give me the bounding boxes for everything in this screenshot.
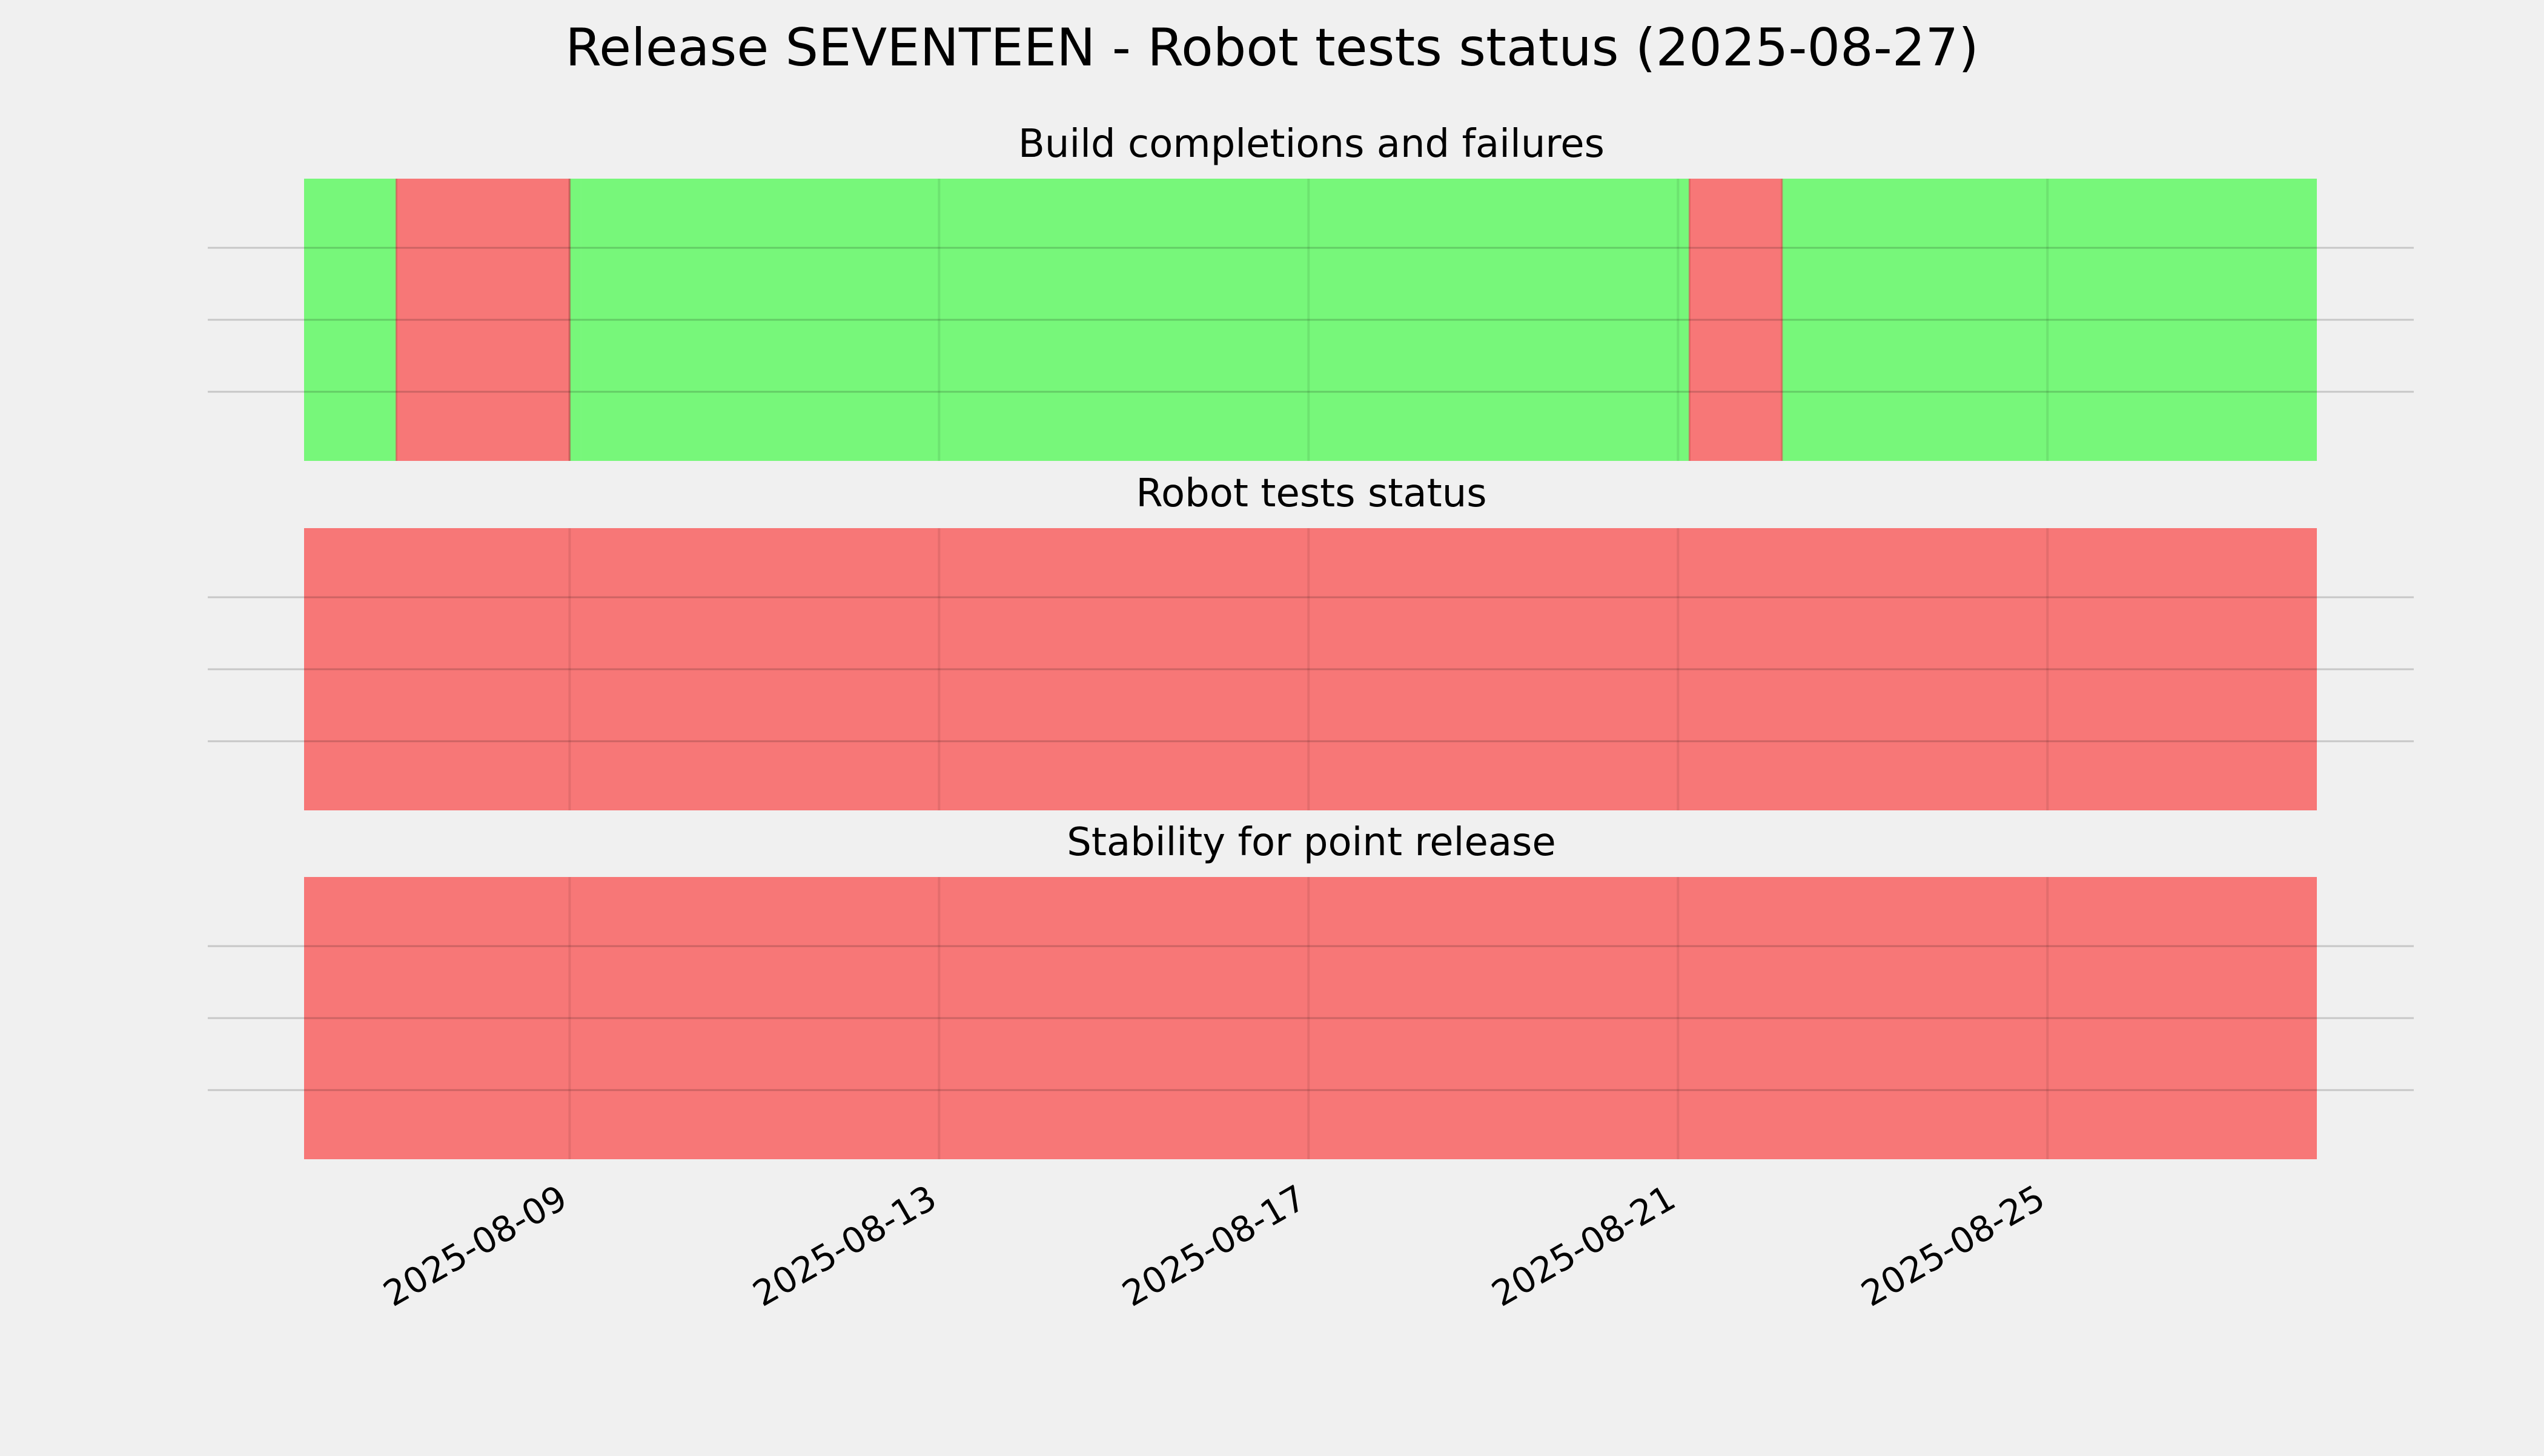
- status-segment-pass: [581, 179, 1690, 461]
- status-segment-pass: [304, 179, 397, 461]
- panel: Stability for point release: [208, 820, 2414, 1159]
- status-segment-fail: [1689, 179, 1782, 461]
- x-tick-label: 2025-08-09: [376, 1177, 574, 1314]
- panel: Robot tests status: [208, 471, 2414, 810]
- status-segment-fail: [304, 528, 2317, 810]
- panel: Build completions and failures: [208, 122, 2414, 461]
- status-segment-fail: [304, 877, 2317, 1159]
- status-segment-pass: [569, 179, 581, 461]
- x-tick-label: 2025-08-17: [1115, 1177, 1313, 1314]
- status-segment-fail: [396, 179, 570, 461]
- x-axis-ticks: 2025-08-09 2025-08-13 2025-08-17 2025-08-21…: [376, 1177, 2052, 1314]
- x-tick-label: 2025-08-13: [746, 1177, 943, 1314]
- chart-title: Release SEVENTEEN - Robot tests status (…: [565, 18, 1979, 78]
- panels-layer: Build completions and failures Robot test…: [208, 122, 2414, 1159]
- status-segment-pass: [1781, 179, 2317, 461]
- panel-title: Build completions and failures: [1018, 122, 1605, 167]
- panel-title: Robot tests status: [1136, 471, 1486, 516]
- x-tick-label: 2025-08-21: [1485, 1177, 1682, 1314]
- panel-title: Stability for point release: [1067, 820, 1556, 865]
- x-tick-label: 2025-08-25: [1854, 1177, 2052, 1314]
